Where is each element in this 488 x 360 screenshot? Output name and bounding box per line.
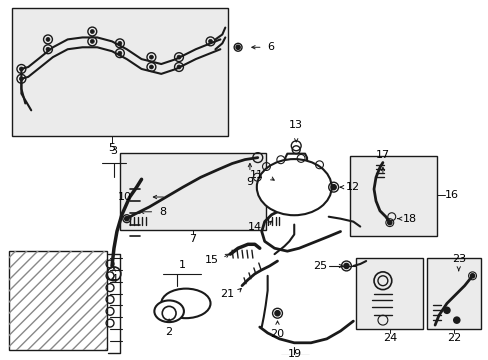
Bar (120, 153, 265, 230)
Text: 22: 22 (446, 333, 460, 343)
Circle shape (469, 274, 473, 278)
Circle shape (46, 37, 50, 41)
Text: 25: 25 (312, 261, 326, 271)
Circle shape (208, 39, 212, 43)
Circle shape (149, 65, 153, 69)
Text: 17: 17 (375, 149, 389, 159)
Circle shape (330, 185, 335, 190)
Text: 21: 21 (220, 289, 234, 298)
Circle shape (20, 67, 23, 71)
Text: 1: 1 (178, 260, 185, 270)
Text: 7: 7 (189, 234, 196, 244)
Bar (12, 8, 228, 136)
Text: 8: 8 (159, 207, 166, 217)
Bar (350, 156, 436, 237)
Circle shape (149, 55, 153, 59)
Text: 18: 18 (402, 214, 416, 224)
Text: 2: 2 (165, 327, 172, 337)
Text: 14: 14 (247, 221, 261, 231)
Text: 20: 20 (270, 329, 284, 339)
Ellipse shape (154, 301, 183, 322)
Circle shape (177, 65, 181, 69)
Ellipse shape (161, 289, 210, 318)
Circle shape (124, 217, 128, 221)
Circle shape (90, 39, 94, 43)
Text: 4: 4 (110, 274, 117, 284)
Text: 19: 19 (287, 349, 302, 359)
Bar (427, 258, 480, 329)
Text: 16: 16 (444, 190, 458, 200)
Text: 11: 11 (249, 170, 263, 180)
Circle shape (118, 41, 122, 45)
Text: 12: 12 (345, 182, 359, 192)
Circle shape (443, 307, 449, 313)
Circle shape (453, 317, 459, 323)
Bar (9, 251, 107, 350)
Text: 15: 15 (204, 255, 218, 265)
Circle shape (46, 47, 50, 51)
Text: 9: 9 (246, 177, 253, 187)
Circle shape (387, 221, 391, 225)
Text: 6: 6 (267, 42, 274, 52)
Text: 23: 23 (451, 254, 465, 264)
Ellipse shape (256, 159, 331, 215)
Text: 10: 10 (118, 192, 131, 202)
Circle shape (343, 264, 348, 269)
Circle shape (20, 77, 23, 81)
Circle shape (274, 311, 280, 316)
Bar (9, 251, 107, 350)
Circle shape (177, 55, 181, 59)
Circle shape (236, 45, 240, 49)
Text: 13: 13 (288, 120, 303, 130)
Text: 5: 5 (108, 143, 115, 153)
Circle shape (118, 51, 122, 55)
Circle shape (90, 30, 94, 33)
Text: 24: 24 (382, 333, 396, 343)
Text: 3: 3 (110, 146, 117, 156)
Bar (356, 258, 423, 329)
